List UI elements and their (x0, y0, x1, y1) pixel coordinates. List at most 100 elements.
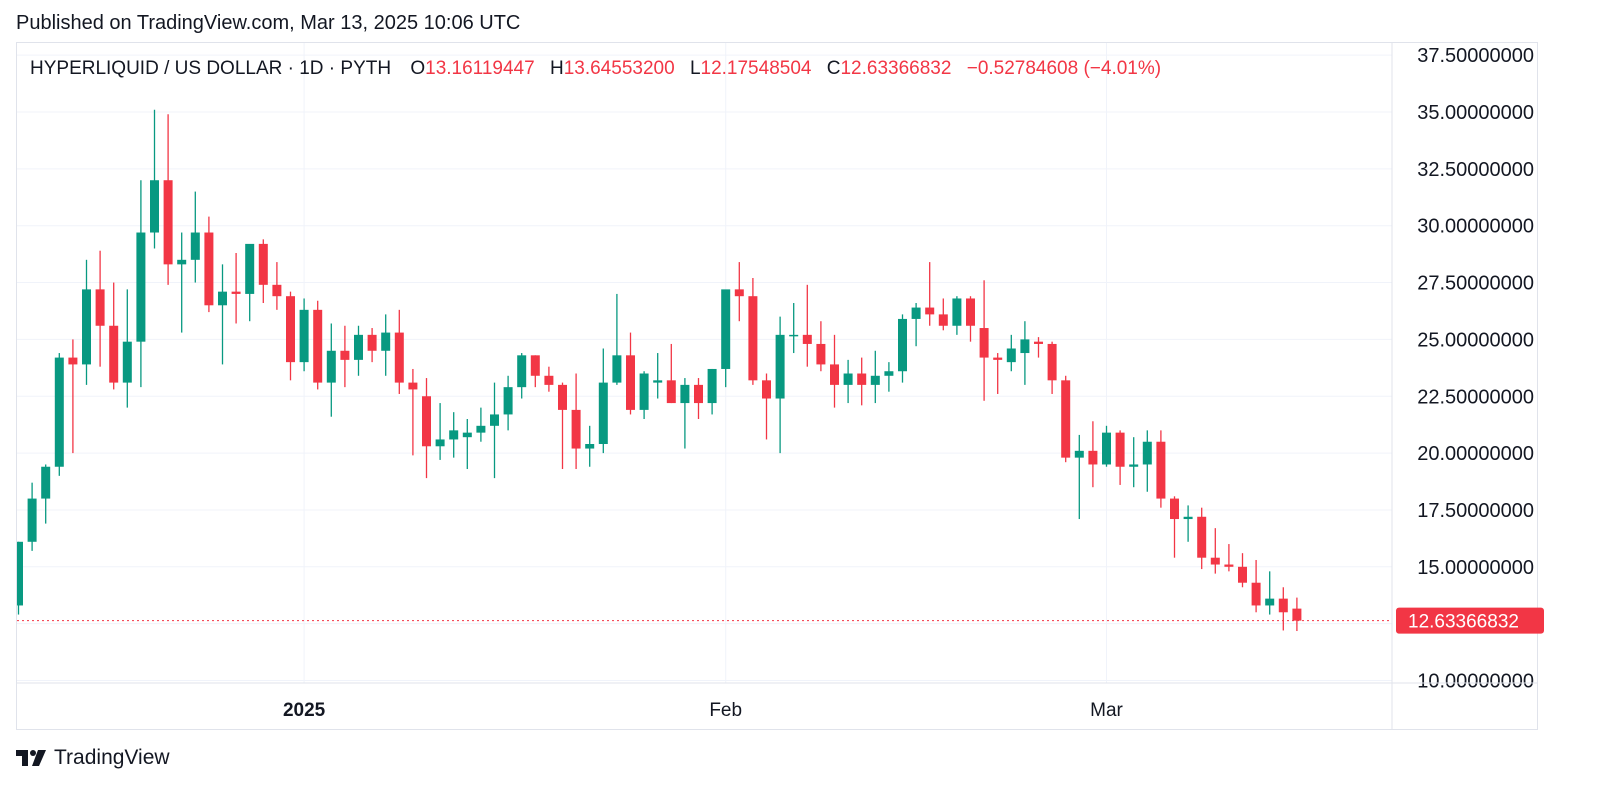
candle-body (1020, 339, 1030, 354)
footer: TradingView (16, 746, 170, 770)
candle-body (1047, 343, 1057, 381)
candle-body (558, 384, 567, 410)
candle-body (571, 409, 581, 449)
candle-body (41, 466, 51, 499)
candle-body (435, 439, 445, 447)
candle-body (1129, 464, 1139, 467)
candle-body (870, 375, 880, 385)
candle-body (17, 541, 23, 606)
candle-body (476, 425, 486, 433)
candle-body (748, 296, 758, 381)
candle-body (1170, 498, 1179, 520)
candle-body (666, 380, 676, 404)
y-tick-label: 22.50000000 (1417, 386, 1534, 408)
y-tick-label: 10.00000000 (1417, 671, 1534, 693)
candle-body (1197, 516, 1207, 558)
candle-body (1156, 441, 1166, 499)
candle-body (408, 382, 418, 390)
candle-body (1061, 380, 1071, 458)
candle-body (1224, 564, 1234, 567)
candle-body (1006, 348, 1016, 363)
candle-body (1142, 441, 1152, 465)
change-value: −0.52784608 (−4.01%) (966, 58, 1162, 79)
symbol-label: HYPERLIQUID / US DOLLAR · 1D · PYTH (30, 58, 392, 79)
high-value: 13.64553200 (563, 58, 675, 79)
candle-body (1278, 598, 1288, 613)
candle-body (1034, 341, 1043, 344)
candle-body (218, 291, 227, 306)
y-tick-label: 35.00000000 (1417, 102, 1534, 124)
candle-body (109, 325, 119, 383)
candle-body (326, 350, 336, 383)
candle-body (27, 498, 37, 542)
candle-body (925, 307, 935, 315)
candle-body (1238, 566, 1247, 583)
open-value: 13.16119447 (425, 58, 535, 79)
candle-body (1102, 432, 1111, 465)
candle-body (938, 314, 948, 326)
candle-body (150, 180, 159, 233)
candle-body (54, 357, 64, 467)
x-tick-label: Feb (709, 700, 742, 721)
candle-body (979, 328, 989, 358)
last-price-label: 12.63366832 (1408, 612, 1519, 633)
candle-body (598, 382, 608, 445)
candle-body (952, 298, 962, 326)
candle-body (734, 289, 744, 297)
chart-frame[interactable] (16, 42, 1538, 730)
x-tick-label: Mar (1090, 700, 1123, 721)
candle-body (517, 355, 527, 388)
candle-body (340, 350, 350, 360)
candle-body (190, 232, 200, 260)
candle-body (122, 341, 132, 383)
candle-body (966, 298, 975, 326)
candle-body (816, 343, 826, 365)
candle-body (694, 384, 703, 404)
candle-body (490, 414, 499, 426)
candle-body (82, 289, 91, 365)
x-tick-label: 2025 (283, 700, 326, 721)
candle-body (354, 334, 363, 360)
candle-body (163, 180, 173, 265)
candle-body (449, 430, 459, 440)
candle-body (394, 332, 404, 383)
candle-body (245, 243, 255, 294)
candle-body (136, 232, 146, 342)
candle-body (381, 332, 391, 351)
candle-body (1074, 450, 1084, 458)
candle-body (721, 289, 731, 369)
candle-body (789, 334, 799, 337)
y-tick-label: 25.00000000 (1417, 329, 1534, 351)
candle-body (231, 291, 241, 294)
candlestick-chart[interactable]: 10.00000000 15.00000000 17.50000000 20.0000… (0, 0, 1600, 740)
candle-body (911, 307, 921, 319)
candle-body (775, 334, 785, 399)
tradingview-brand[interactable]: TradingView (54, 746, 170, 769)
candle-body (898, 318, 907, 372)
candle-body (1251, 582, 1261, 606)
candle-body (857, 373, 867, 385)
candle-body (258, 243, 268, 285)
high-label: H (549, 58, 564, 79)
last-price-badge (1396, 607, 1544, 634)
y-tick-label: 27.50000000 (1417, 273, 1534, 295)
candle-body (707, 368, 717, 404)
tradingview-logo-icon[interactable] (16, 748, 48, 768)
low-value: 12.17548504 (700, 58, 812, 79)
candle-body (367, 334, 377, 351)
candle-body (272, 284, 282, 297)
candle-body (653, 380, 663, 383)
y-tick-label: 37.50000000 (1417, 45, 1534, 67)
published-caption: Published on TradingView.com, Mar 13, 20… (16, 12, 521, 34)
candle-body (639, 373, 649, 410)
candle-body (612, 355, 622, 383)
candle-body (422, 396, 431, 447)
y-tick-label: 30.00000000 (1417, 216, 1534, 238)
open-label: O (410, 58, 426, 79)
y-tick-label: 32.50000000 (1417, 159, 1534, 181)
y-tick-label: 15.00000000 (1417, 557, 1534, 579)
candle-body (530, 355, 540, 376)
candle-body (204, 232, 214, 306)
candle-body (1183, 516, 1193, 520)
y-tick-label: 17.50000000 (1417, 500, 1534, 522)
